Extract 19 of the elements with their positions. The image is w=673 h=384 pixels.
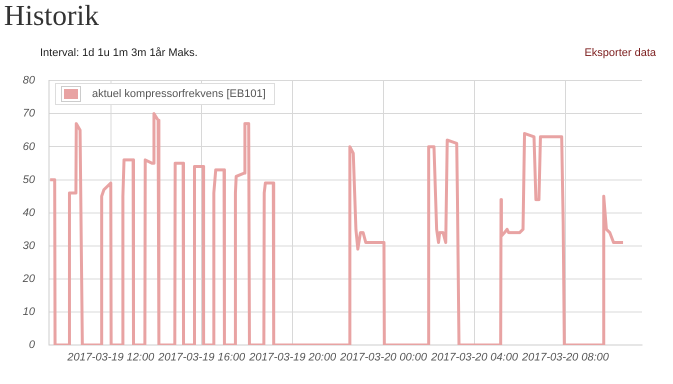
y-tick-label: 40	[22, 206, 36, 219]
x-tick-label: 2017-03-19 16:00	[157, 352, 246, 364]
y-tick-label: 50	[22, 174, 36, 186]
y-tick-label: 10	[22, 306, 36, 318]
y-tick-label: 0	[28, 339, 36, 352]
x-tick-label: 2017-03-20 00:00	[339, 352, 428, 364]
y-tick-label: 20	[22, 272, 36, 285]
y-tick-label: 80	[22, 74, 36, 87]
y-tick-label: 30	[22, 240, 36, 252]
x-tick-label: 2017-03-20 08:00	[521, 352, 610, 364]
text: Interval: 1d 1u 1m 3m 1år Maks.	[40, 47, 198, 59]
legend-label: aktuel kompressorfrekvens [EB101]	[92, 88, 266, 100]
x-tick-label: 2017-03-19 20:00	[248, 352, 337, 364]
y-tick-label: 60	[22, 140, 36, 153]
x-tick-label: 2017-03-19 12:00	[66, 352, 156, 364]
chart-title: Historik	[4, 0, 100, 33]
y-tick-label: 70	[22, 108, 36, 120]
x-tick-label: 2017-03-20 04:00	[430, 352, 519, 364]
text: Eksporter data	[584, 47, 656, 59]
